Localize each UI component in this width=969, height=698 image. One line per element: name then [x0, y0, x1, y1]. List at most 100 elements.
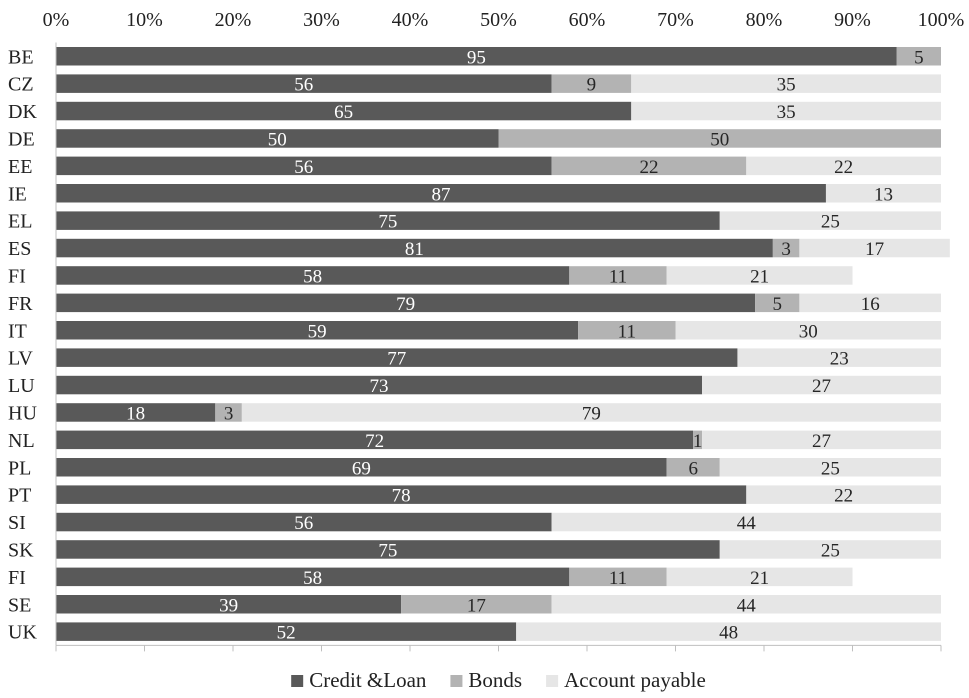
- data-label: 5: [773, 294, 783, 315]
- data-label: 22: [834, 157, 853, 178]
- data-label: 17: [467, 595, 486, 616]
- category-label: ES: [8, 238, 31, 260]
- category-label: PT: [8, 485, 31, 507]
- bar-segment: [56, 375, 703, 395]
- data-label: 79: [396, 294, 415, 315]
- bar-segment: [746, 485, 941, 504]
- category-label: DK: [8, 101, 37, 123]
- bar-segment: [772, 238, 800, 258]
- legend-swatch: [291, 675, 304, 687]
- bar-segment: [666, 567, 853, 587]
- bar-segment: [215, 403, 242, 422]
- bar-segment: [56, 458, 667, 477]
- data-label: 25: [821, 540, 840, 561]
- bar-segment: [56, 567, 570, 587]
- bar-segment: [719, 458, 941, 477]
- data-label: 79: [582, 403, 601, 424]
- bars-layer: [56, 47, 950, 641]
- data-label: 56: [294, 75, 313, 96]
- bar-segment: [896, 47, 941, 66]
- data-label: 87: [431, 184, 450, 205]
- bar-segment: [825, 184, 941, 203]
- data-label: 56: [294, 513, 313, 534]
- bar-segment: [516, 622, 941, 641]
- bar-segment: [56, 156, 552, 176]
- x-tick-label: 90%: [834, 9, 871, 31]
- bar-segment: [666, 266, 853, 285]
- legend-label: Account payable: [564, 668, 706, 692]
- data-label: 58: [303, 266, 322, 287]
- bar-segment: [56, 293, 756, 313]
- category-label: EE: [8, 156, 32, 178]
- category-label: UK: [8, 622, 37, 644]
- data-label: 39: [219, 595, 238, 616]
- category-label: CZ: [8, 74, 34, 96]
- bar-segment: [56, 403, 216, 422]
- bar-segment: [569, 567, 667, 587]
- bar-segment: [799, 238, 950, 258]
- data-label: 13: [874, 184, 893, 205]
- x-tick-label: 50%: [480, 9, 517, 31]
- data-label: 75: [378, 212, 397, 233]
- data-label: 58: [303, 568, 322, 589]
- bar-segment: [56, 485, 747, 504]
- bar-segment: [755, 293, 800, 313]
- bar-segment: [56, 47, 897, 66]
- data-label: 30: [799, 321, 818, 342]
- data-label: 73: [370, 376, 389, 397]
- data-label: 44: [737, 595, 757, 616]
- data-label: 59: [308, 321, 327, 342]
- data-label: 11: [618, 321, 636, 342]
- bar-segment: [551, 156, 747, 176]
- bar-segment: [56, 211, 720, 230]
- data-label: 65: [334, 102, 353, 123]
- data-label: 52: [277, 623, 296, 644]
- data-label: 27: [812, 431, 831, 452]
- data-label: 48: [719, 623, 738, 644]
- data-label: 75: [378, 540, 397, 561]
- x-tick-label: 30%: [303, 9, 340, 31]
- category-label: HU: [8, 402, 37, 424]
- data-label: 23: [830, 349, 849, 370]
- data-label: 50: [710, 129, 729, 150]
- category-label: NL: [8, 430, 35, 452]
- data-label: 9: [587, 75, 597, 96]
- data-label: 35: [777, 102, 796, 123]
- category-label: SI: [8, 512, 26, 534]
- category-label: BE: [8, 46, 34, 68]
- data-label: 56: [294, 157, 313, 178]
- data-label: 22: [639, 157, 658, 178]
- bar-segment: [241, 403, 942, 422]
- bar-segment: [56, 595, 402, 614]
- bar-segment: [551, 595, 941, 614]
- bar-segment: [56, 540, 720, 559]
- bar-segment: [719, 211, 941, 230]
- bar-segment: [56, 622, 517, 641]
- category-label: FR: [8, 293, 33, 315]
- x-tick-label: 60%: [569, 9, 606, 31]
- x-tick-label: 100%: [918, 9, 965, 31]
- category-label: EL: [8, 211, 32, 233]
- bar-segment: [799, 293, 941, 313]
- legend-label: Credit &Loan: [309, 668, 427, 692]
- category-label: LU: [8, 375, 35, 397]
- axes-layer: 0% 10% 20% 30% 40% 50% 60% 70% 80% 90% 100% BE CZ DK D…: [8, 9, 965, 652]
- bar-segment: [401, 595, 552, 614]
- bar-segment: [719, 540, 941, 559]
- data-label: 81: [405, 239, 424, 260]
- bar-segment: [56, 512, 552, 532]
- data-label: 25: [821, 212, 840, 233]
- data-label: 69: [352, 458, 371, 479]
- bar-segment: [56, 430, 694, 450]
- category-label: IE: [8, 183, 27, 205]
- data-label: 11: [609, 568, 627, 589]
- data-label: 35: [777, 75, 796, 96]
- data-label: 95: [467, 47, 486, 68]
- category-label: PL: [8, 457, 31, 479]
- category-label: FI: [8, 265, 26, 287]
- category-label: SE: [8, 594, 31, 616]
- data-label: 17: [865, 239, 884, 260]
- bar-segment: [702, 375, 941, 395]
